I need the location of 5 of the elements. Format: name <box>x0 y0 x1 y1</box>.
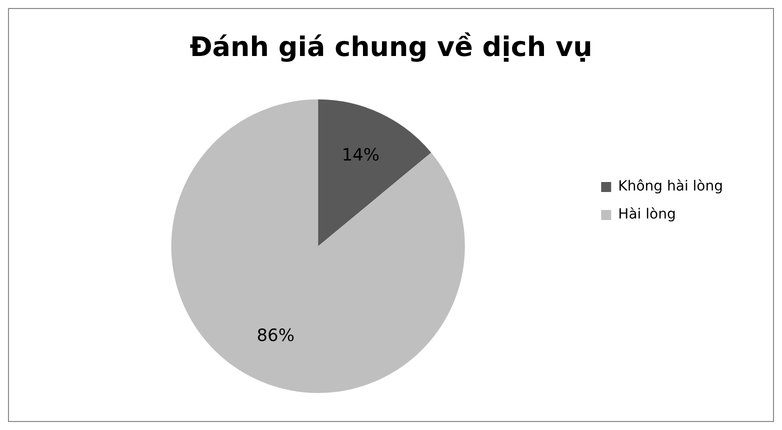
data-label: 14% <box>342 145 380 166</box>
legend-label: Hài lòng <box>618 206 676 223</box>
chart-title: Đánh giá chung về dịch vụ <box>190 32 592 64</box>
legend-label: Không hài lòng <box>618 178 724 195</box>
data-label: 86% <box>256 326 294 346</box>
